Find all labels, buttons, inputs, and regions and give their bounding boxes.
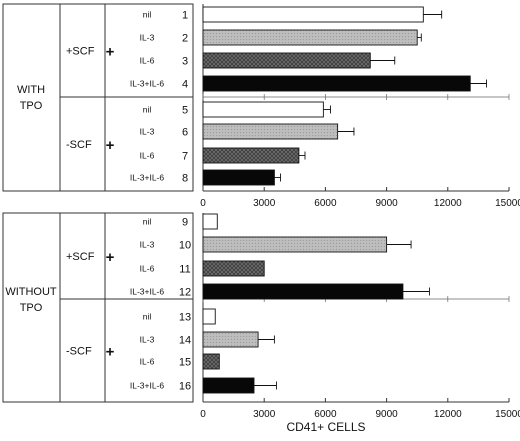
bar xyxy=(202,123,339,140)
scf-group-label: -SCF xyxy=(66,139,92,151)
bar xyxy=(202,308,216,325)
bar-number-label: 6 xyxy=(182,127,188,139)
x-tick-label: 9000 xyxy=(375,409,398,420)
cytokine-label: nil xyxy=(143,105,152,115)
tpo-condition-label: WITH xyxy=(17,84,45,96)
bar-number-label: 8 xyxy=(182,173,188,185)
bar xyxy=(202,75,471,92)
cytokine-label: IL-3+IL-6 xyxy=(130,381,165,391)
cytokine-label: nil xyxy=(143,217,152,227)
cytokine-label: IL-3+IL-6 xyxy=(130,79,165,89)
x-tick-label: 6000 xyxy=(314,198,337,209)
cytokine-label: IL-3 xyxy=(140,240,155,250)
bar-number-label: 2 xyxy=(182,33,188,45)
cytokine-label: IL-6 xyxy=(140,56,155,66)
bar-number-label: 9 xyxy=(182,217,188,229)
plus-symbol: + xyxy=(106,44,115,61)
cytokine-label: IL-6 xyxy=(140,357,155,367)
bar-number-label: 13 xyxy=(179,312,191,324)
bar-series-panel-1: 1 2 3 4 5 6 7 8 xyxy=(182,6,488,186)
x-axis-label: CD41+ CELLS xyxy=(286,420,365,434)
scf-group-label: +SCF xyxy=(66,251,95,263)
x-tick-label: 0 xyxy=(200,409,206,420)
x-tick-label: 0 xyxy=(200,198,206,209)
bar xyxy=(202,283,404,300)
bar-number-label: 7 xyxy=(182,151,188,163)
x-tick-label: 9000 xyxy=(375,198,398,209)
bar-number-label: 4 xyxy=(182,79,188,91)
x-tick-label: 3000 xyxy=(253,409,276,420)
bar-number-label: 5 xyxy=(182,105,188,117)
condition-table-border xyxy=(2,212,194,403)
bar xyxy=(202,260,265,277)
cytokine-label: IL-3 xyxy=(140,33,155,43)
condition-table-panel-1: WITH TPO +SCF + nil IL-3 IL-6 IL-3+IL-6 -SCF + nil… xyxy=(2,3,194,192)
bar-number-label: 3 xyxy=(182,56,188,68)
bar xyxy=(202,6,424,23)
bar xyxy=(202,29,418,46)
plus-symbol: + xyxy=(106,344,115,361)
condition-table-panel-2: WITHOUT TPO +SCF + nil IL-3 IL-6 IL-3+IL-6 -SCF +… xyxy=(2,212,194,403)
bar xyxy=(202,101,324,118)
plus-symbol: + xyxy=(106,249,115,266)
cytokine-label: IL-3 xyxy=(140,335,155,345)
cytokine-label: IL-6 xyxy=(140,151,155,161)
bar xyxy=(202,213,218,230)
bar xyxy=(202,147,300,164)
scf-group-label: +SCF xyxy=(66,46,95,58)
cytokine-label: nil xyxy=(143,10,152,20)
x-tick-label: 12000 xyxy=(434,198,462,209)
bar-number-label: 10 xyxy=(179,240,191,252)
tpo-condition-label: TPO xyxy=(20,302,43,314)
bar-series-panel-2: 9 10 11 12 13 14 15 16 xyxy=(179,213,430,394)
scf-group-label: -SCF xyxy=(66,346,92,358)
cytokine-label: nil xyxy=(143,312,152,322)
cytokine-label: IL-3 xyxy=(140,127,155,137)
bar xyxy=(202,353,220,370)
cytokine-label: IL-6 xyxy=(140,264,155,274)
bar-number-label: 15 xyxy=(179,357,191,369)
bar xyxy=(202,331,259,348)
bar xyxy=(202,52,371,69)
cytokine-label: IL-3+IL-6 xyxy=(130,173,165,183)
tpo-condition-label: TPO xyxy=(20,100,43,112)
tpo-condition-label: WITHOUT xyxy=(5,286,57,298)
bar xyxy=(202,236,388,253)
bar-number-label: 16 xyxy=(179,381,191,393)
bar-number-label: 1 xyxy=(182,10,188,22)
x-tick-label: 6000 xyxy=(314,409,337,420)
x-tick-label: 3000 xyxy=(253,198,276,209)
bar xyxy=(202,377,255,394)
bar-number-label: 12 xyxy=(179,287,191,299)
bar-number-label: 14 xyxy=(179,335,191,347)
plus-symbol: + xyxy=(106,137,115,154)
cytokine-label: IL-3+IL-6 xyxy=(130,287,165,297)
bar-number-label: 11 xyxy=(179,264,190,276)
bar xyxy=(202,169,275,186)
x-tick-label: 12000 xyxy=(434,409,462,420)
